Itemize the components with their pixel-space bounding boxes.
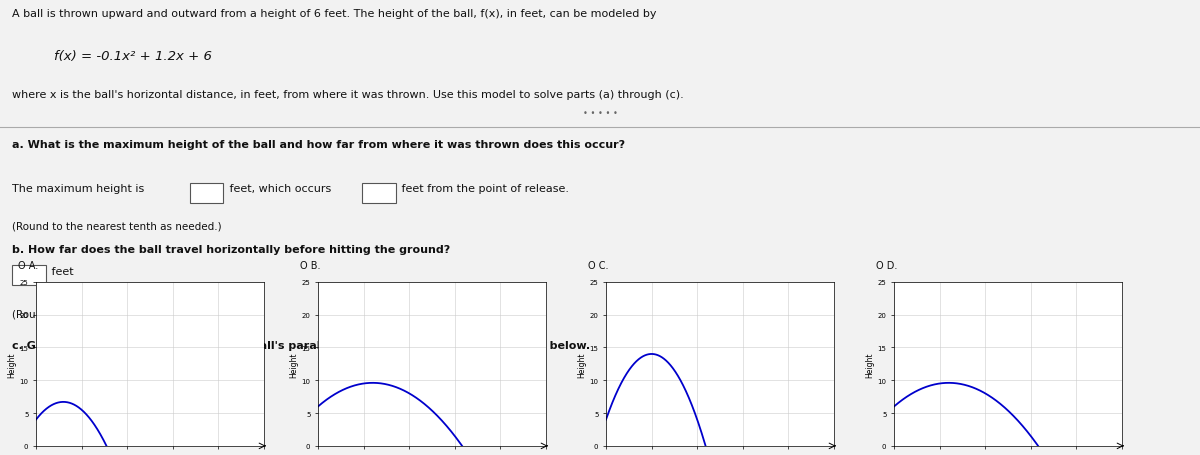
Text: feet, which occurs: feet, which occurs xyxy=(226,183,335,193)
Text: A ball is thrown upward and outward from a height of 6 feet. The height of the b: A ball is thrown upward and outward from… xyxy=(12,9,656,19)
Y-axis label: Height: Height xyxy=(577,351,587,377)
Text: (Round to the nearest tenth as needed.): (Round to the nearest tenth as needed.) xyxy=(12,221,222,231)
Text: The maximum height is: The maximum height is xyxy=(12,183,148,193)
Text: where x is the ball's horizontal distance, in feet, from where it was thrown. Us: where x is the ball's horizontal distanc… xyxy=(12,90,684,100)
Y-axis label: Height: Height xyxy=(289,351,299,377)
FancyBboxPatch shape xyxy=(362,183,396,204)
Text: • • • • •: • • • • • xyxy=(582,109,618,118)
Text: O B.: O B. xyxy=(300,261,320,271)
Text: feet from the point of release.: feet from the point of release. xyxy=(398,183,570,193)
Text: O D.: O D. xyxy=(876,261,898,271)
Y-axis label: Height: Height xyxy=(7,351,17,377)
FancyBboxPatch shape xyxy=(12,265,46,285)
Text: feet: feet xyxy=(48,267,73,277)
Text: O A.: O A. xyxy=(18,261,38,271)
Text: b. How far does the ball travel horizontally before hitting the ground?: b. How far does the ball travel horizont… xyxy=(12,245,450,255)
Y-axis label: Height: Height xyxy=(865,351,875,377)
Text: (Round to the nearest tenth as needed.): (Round to the nearest tenth as needed.) xyxy=(12,308,222,318)
Text: c. Graph the function that models the ball's parabolic path. Choose the correct : c. Graph the function that models the ba… xyxy=(12,341,590,351)
FancyBboxPatch shape xyxy=(190,183,223,204)
Text: a. What is the maximum height of the ball and how far from where it was thrown d: a. What is the maximum height of the bal… xyxy=(12,140,625,150)
Text: f(x) = -0.1x² + 1.2x + 6: f(x) = -0.1x² + 1.2x + 6 xyxy=(54,50,212,62)
Text: O C.: O C. xyxy=(588,261,608,271)
